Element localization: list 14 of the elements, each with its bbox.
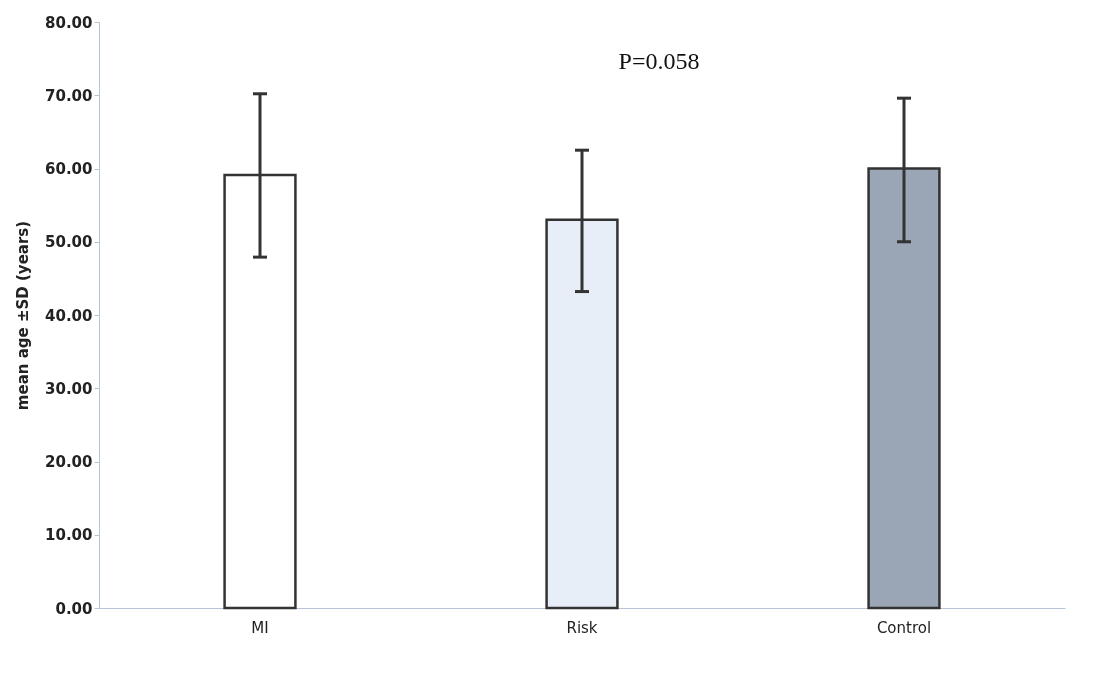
y-tick-label: 20.00: [45, 453, 93, 471]
y-tick-label: 40.00: [45, 306, 93, 325]
x-tick-label: Control: [876, 618, 932, 637]
annotation: P=0.058: [618, 48, 700, 74]
y-tick-label: 80.00: [45, 13, 93, 32]
y-tick-label: 60.00: [45, 160, 93, 178]
y-tick-label: 10.00: [45, 526, 93, 545]
x-tick-label: Risk: [566, 618, 598, 637]
x-tick-label: MI: [251, 618, 269, 637]
y-tick-label: 0.00: [55, 599, 93, 618]
y-tick-label: 30.00: [45, 379, 93, 398]
y-tick-label: 70.00: [45, 86, 93, 105]
y-tick-label: 50.00: [45, 233, 93, 252]
y-axis-title: mean age ±SD (years): [14, 220, 33, 411]
